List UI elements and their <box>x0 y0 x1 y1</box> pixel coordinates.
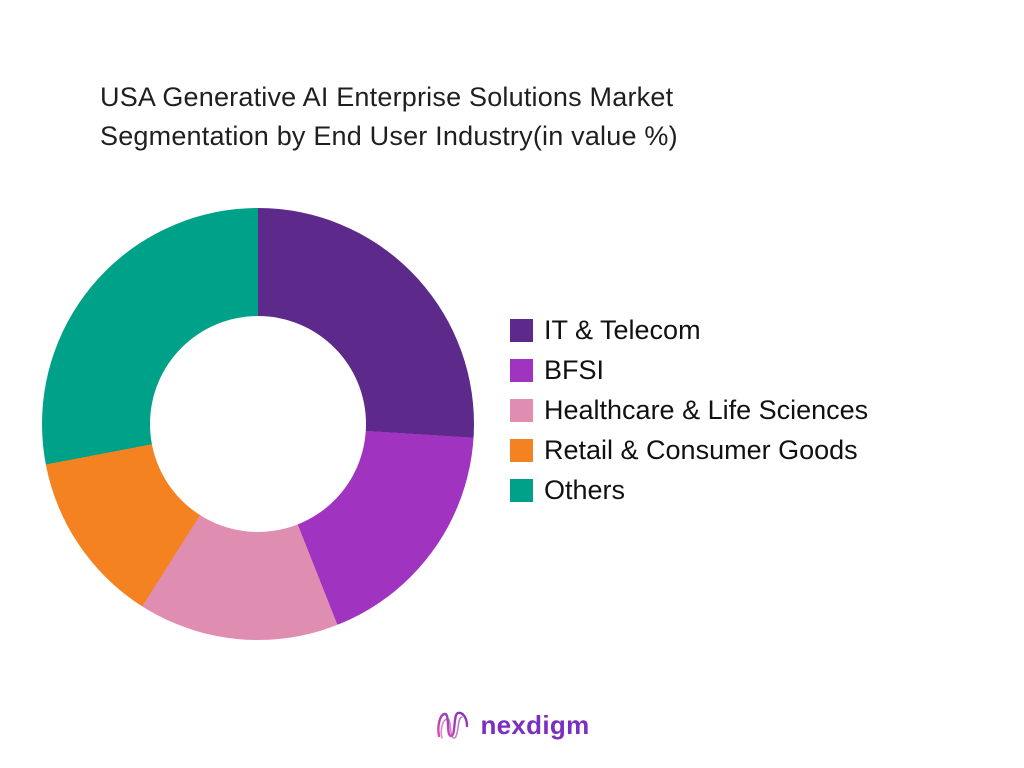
chart-title-line-1: USA Generative AI Enterprise Solutions M… <box>100 82 674 112</box>
chart-title-line-2: Segmentation by End User Industry(in val… <box>100 121 678 151</box>
wave-n-icon <box>437 711 469 739</box>
legend-swatch-bfsi <box>510 358 533 382</box>
chart-legend: IT & Telecom BFSI Healthcare & Life Scie… <box>510 310 868 510</box>
legend-item-others: Others <box>510 470 868 510</box>
brand-name: nexdigm <box>480 709 590 740</box>
chart-title: USA Generative AI Enterprise Solutions M… <box>100 78 678 156</box>
donut-hole <box>150 316 366 532</box>
legend-label: Healthcare & Life Sciences <box>544 394 869 425</box>
brand-footer: nexdigm <box>0 708 1024 742</box>
legend-swatch-healthcare <box>510 398 533 422</box>
donut-chart-area <box>42 208 474 640</box>
legend-swatch-others <box>510 478 533 502</box>
legend-swatch-retail <box>510 438 533 462</box>
legend-item-healthcare: Healthcare & Life Sciences <box>510 390 868 430</box>
legend-item-retail: Retail & Consumer Goods <box>510 430 868 470</box>
legend-swatch-it-telecom <box>510 318 533 342</box>
legend-item-bfsi: BFSI <box>510 350 868 390</box>
legend-label: Others <box>544 474 626 505</box>
legend-label: Retail & Consumer Goods <box>544 434 858 465</box>
legend-label: IT & Telecom <box>544 314 701 345</box>
legend-label: BFSI <box>544 354 605 385</box>
legend-item-it-telecom: IT & Telecom <box>510 310 868 350</box>
